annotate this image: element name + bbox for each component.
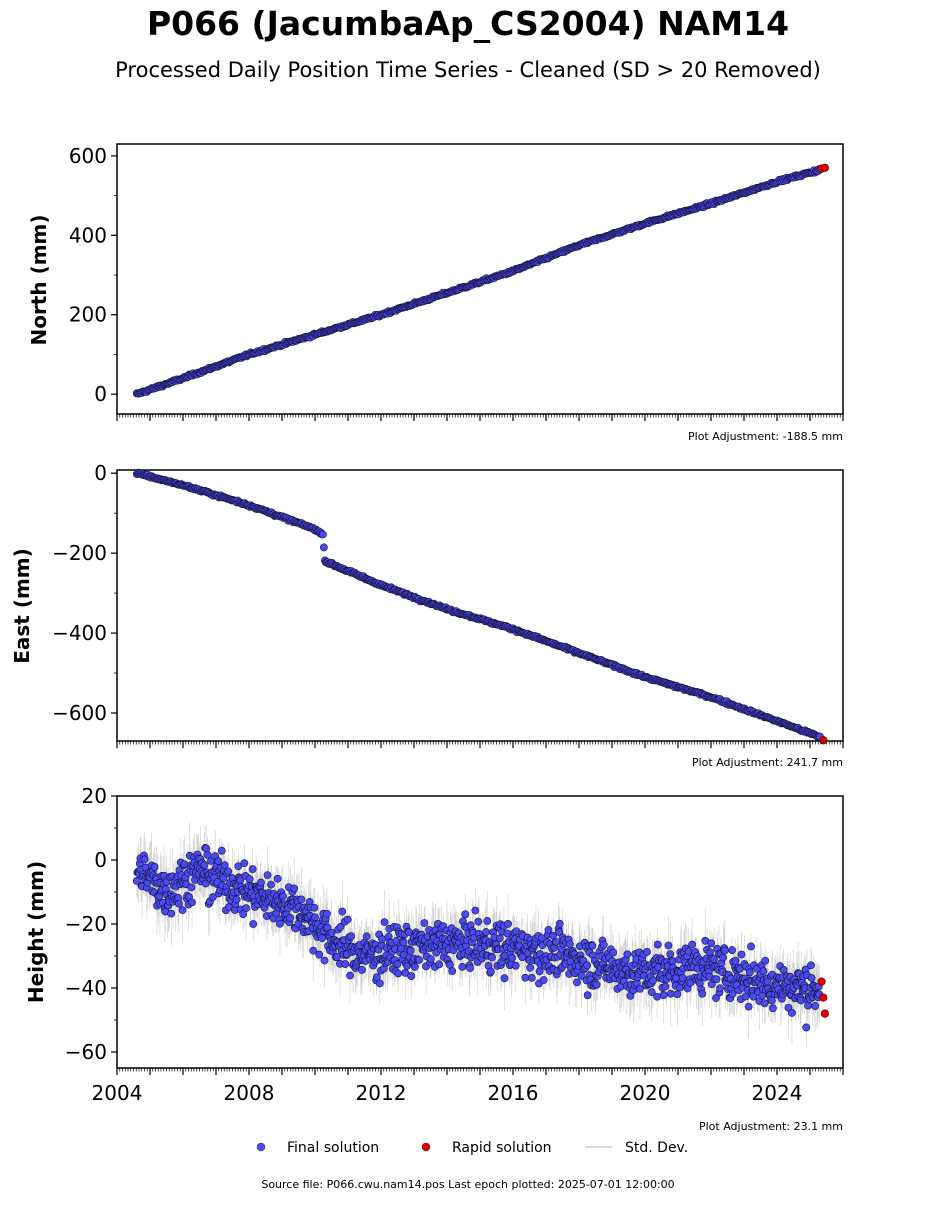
- figure-subtitle: Processed Daily Position Time Series - C…: [115, 58, 821, 82]
- final-solution-point: [376, 980, 383, 987]
- final-solution-point: [168, 910, 175, 917]
- final-solution-point: [179, 907, 186, 914]
- final-solution-point: [241, 860, 248, 867]
- final-solution-point: [250, 920, 257, 927]
- y-tick-label: 600: [69, 144, 107, 168]
- final-solution-point: [215, 858, 222, 865]
- rapid-solution-point: [821, 164, 829, 172]
- final-solution-point: [320, 544, 327, 551]
- final-solution-point: [298, 896, 305, 903]
- north-ylabel: North (mm): [27, 214, 51, 345]
- final-solution-point: [242, 905, 249, 912]
- north-panel: 0 200 400 600 North (mm) Plot Adjustment: -…: [27, 144, 843, 443]
- final-solution-point: [363, 933, 370, 940]
- final-solution-point: [379, 936, 386, 943]
- y-tick-label: 200: [69, 303, 107, 327]
- final-solution-point: [381, 919, 388, 926]
- east-data-layer: [133, 469, 827, 744]
- final-solution-point: [319, 935, 326, 942]
- final-solution-point: [286, 914, 293, 921]
- final-solution-point: [141, 856, 148, 863]
- final-solution-point: [181, 861, 188, 868]
- final-solution-point: [407, 947, 414, 954]
- y-tick-label: −600: [52, 701, 107, 725]
- final-solution-point: [346, 972, 353, 979]
- y-tick-label: 0: [94, 382, 107, 406]
- final-solution-point: [225, 868, 232, 875]
- final-solution-point: [321, 957, 328, 964]
- final-solution-point: [316, 951, 323, 958]
- final-solution-point: [257, 879, 264, 886]
- figure-title: P066 (JacumbaAp_CS2004) NAM14: [147, 4, 789, 43]
- final-solution-point: [344, 916, 351, 923]
- final-solution-point: [311, 904, 318, 911]
- final-solution-point: [427, 956, 434, 963]
- final-solution-point: [358, 966, 365, 973]
- final-solution-point: [400, 939, 407, 946]
- final-solution-point: [411, 963, 418, 970]
- final-solution-point: [188, 884, 195, 891]
- final-solution-point: [339, 908, 346, 915]
- east-panel: 0 −200 −400 −600 East (mm) Plot Adjustment:…: [10, 461, 843, 769]
- final-solution-point: [279, 893, 286, 900]
- final-solution-point: [151, 863, 158, 870]
- final-solution-point: [218, 847, 225, 854]
- final-solution-point: [395, 970, 402, 977]
- final-solution-point: [415, 956, 422, 963]
- final-solution-point: [264, 872, 271, 879]
- final-solution-point: [267, 881, 274, 888]
- final-solution-point: [323, 910, 330, 917]
- final-solution-point: [274, 875, 281, 882]
- y-tick-label: −200: [52, 541, 107, 565]
- final-solution-point: [233, 896, 240, 903]
- north-data-layer: [133, 164, 828, 397]
- final-solution-point: [348, 933, 355, 940]
- final-solution-point: [188, 899, 195, 906]
- final-solution-point: [201, 861, 208, 868]
- east-plot-frame: [117, 470, 843, 741]
- height-data-layer: [133, 823, 828, 1048]
- final-solution-point: [246, 876, 253, 883]
- y-tick-label: −400: [52, 621, 107, 645]
- final-solution-point: [311, 914, 318, 921]
- final-solution-point: [342, 960, 349, 967]
- final-solution-point: [319, 531, 326, 538]
- north-adjustment: Plot Adjustment: -188.5 mm: [688, 430, 843, 443]
- final-solution-point: [249, 865, 256, 872]
- final-solution-point: [291, 885, 298, 892]
- final-solution-point: [408, 972, 415, 979]
- final-solution-point: [421, 919, 428, 926]
- east-ylabel: East (mm): [10, 548, 34, 664]
- final-solution-point: [203, 845, 210, 852]
- y-tick-label: 0: [94, 461, 107, 485]
- final-solution-point: [333, 953, 340, 960]
- east-adjustment: Plot Adjustment: 241.7 mm: [692, 756, 843, 769]
- final-solution-point: [276, 920, 283, 927]
- rapid-solution-point: [819, 736, 827, 744]
- final-solution-point: [328, 929, 335, 936]
- final-solution-point: [175, 900, 182, 907]
- y-tick-label: 400: [69, 223, 107, 247]
